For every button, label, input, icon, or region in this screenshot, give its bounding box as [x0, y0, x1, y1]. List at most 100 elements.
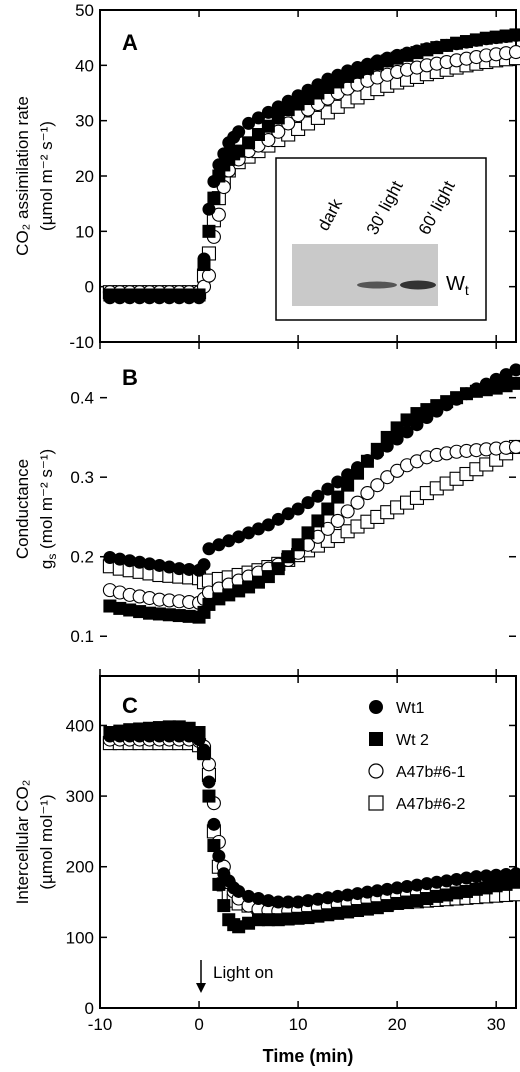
data-point-a-wt1	[489, 31, 503, 45]
data-point-b-wt1	[113, 552, 127, 566]
data-point-c-wt-2	[281, 912, 295, 926]
x-tick-label: 20	[388, 1015, 407, 1034]
data-point-b-a47b-6-1	[508, 439, 520, 455]
data-point-c-wt1	[351, 887, 365, 901]
data-point-a-wt1	[197, 252, 211, 266]
y-tick-label: 0.4	[70, 389, 94, 408]
data-point-c-wt1	[212, 849, 226, 863]
data-point-c-wt1	[430, 875, 444, 889]
data-point-b-wt1	[301, 496, 315, 510]
legend-label-a47b-2: A47b#6-2	[396, 796, 465, 813]
data-point-c-wt1	[192, 733, 206, 747]
data-point-c-wt-2	[450, 886, 464, 900]
legend-marker-wt2	[369, 732, 383, 746]
data-point-a-wt1	[390, 48, 404, 62]
data-point-c-wt1	[152, 729, 166, 743]
data-point-c-wt-2	[469, 882, 483, 896]
data-point-b-wt1	[351, 461, 365, 475]
data-point-a-wt-2	[261, 119, 275, 133]
data-point-c-wt1	[143, 729, 157, 743]
data-point-b-wt-2	[400, 413, 414, 427]
data-point-b-wt1	[380, 439, 394, 453]
data-point-b-wt-2	[301, 526, 315, 540]
data-point-b-wt1	[162, 560, 176, 574]
data-point-a-a47b-6-1	[508, 45, 520, 60]
data-point-b-a47b-6-1	[380, 470, 395, 485]
data-point-b-wt1	[261, 518, 275, 532]
data-point-c-wt-2	[370, 901, 384, 915]
data-point-b-wt1	[123, 554, 137, 568]
y-tick-label: 0.3	[70, 468, 94, 487]
y-axis-label-b-line2: gs (mol m⁻² s⁻¹)	[37, 449, 59, 569]
data-point-b-wt1	[182, 562, 196, 576]
data-point-b-wt1	[459, 387, 473, 401]
y-axis-label-b-line1: Conductance	[13, 459, 32, 559]
data-point-b-wt1	[172, 562, 186, 576]
data-point-c-wt1	[162, 729, 176, 743]
y-tick-label: 10	[75, 222, 94, 241]
data-point-b-wt1	[143, 557, 157, 571]
data-point-c-wt-2	[212, 877, 226, 891]
data-point-a-wt1	[217, 147, 231, 161]
data-point-a-wt1	[351, 61, 365, 75]
y-tick-label: 0.2	[70, 548, 94, 567]
data-point-a-wt-2	[202, 224, 216, 238]
data-point-a-wt1	[192, 291, 206, 305]
data-point-b-wt-2	[222, 588, 236, 602]
panel-label-b: B	[122, 365, 138, 390]
data-point-a-wt1	[410, 44, 424, 58]
data-point-b-wt-2	[113, 601, 127, 615]
data-point-c-wt-2	[261, 913, 275, 927]
legend-marker-a47b-2	[368, 795, 384, 811]
legend-label-wt1: Wt1	[396, 700, 425, 717]
data-point-b-wt1	[103, 551, 117, 565]
legend-marker-a47b-1	[368, 763, 384, 779]
data-point-c-wt1	[123, 729, 137, 743]
data-point-c-wt1	[261, 894, 275, 908]
data-point-c-wt-2	[242, 916, 256, 930]
y-tick-label: 300	[66, 787, 94, 806]
data-point-c-wt1	[242, 889, 256, 903]
data-point-a-wt1	[133, 291, 147, 305]
data-point-a-wt1	[242, 116, 256, 130]
data-point-c-wt1	[103, 729, 117, 743]
data-point-b-wt1	[271, 512, 285, 526]
data-point-c-wt1	[331, 889, 345, 903]
y-axis-label-c-line1: Intercellular CO₂	[13, 780, 32, 905]
inset-band-label: Wt	[446, 273, 469, 298]
y-tick-label: 40	[75, 56, 94, 75]
data-point-a-wt-2	[271, 111, 285, 125]
data-point-c-wt-2	[430, 889, 444, 903]
data-point-c-wt1	[172, 729, 186, 743]
y-axis-label-a-line2: (µmol m⁻² s⁻¹)	[37, 121, 56, 231]
panel-label-a: A	[122, 30, 138, 55]
data-point-a-wt1	[301, 83, 315, 97]
data-point-b-wt-2	[499, 379, 513, 393]
y-tick-label: 200	[66, 858, 94, 877]
marks-layer	[102, 28, 520, 934]
data-point-a-wt-2	[242, 136, 256, 150]
data-point-b-wt1	[390, 432, 404, 446]
data-point-a-wt1	[331, 68, 345, 82]
data-point-c-wt-2	[271, 913, 285, 927]
data-point-c-wt1	[479, 869, 493, 883]
panel-c-frame-bottom	[99, 675, 517, 1009]
data-point-b-wt1	[410, 418, 424, 432]
data-point-a-wt1	[202, 202, 216, 216]
data-point-c-wt-2	[509, 875, 520, 889]
data-point-b-wt-2	[509, 376, 520, 390]
data-point-b-a47b-6-1	[320, 521, 335, 536]
data-point-c-wt1	[271, 895, 285, 909]
data-point-b-wt-2	[251, 575, 265, 589]
legend-marker-wt1	[369, 700, 383, 714]
data-point-c-wt1	[420, 877, 434, 891]
data-point-c-wt-2	[341, 905, 355, 919]
data-point-b-wt1	[321, 482, 335, 496]
data-point-a-wt1	[450, 37, 464, 51]
data-point-a-wt1	[469, 33, 483, 47]
y-tick-label: 0.1	[70, 627, 94, 646]
data-point-a-wt1	[400, 46, 414, 60]
data-point-b-wt-2	[143, 606, 157, 620]
data-point-b-a47b-6-1	[350, 495, 365, 510]
